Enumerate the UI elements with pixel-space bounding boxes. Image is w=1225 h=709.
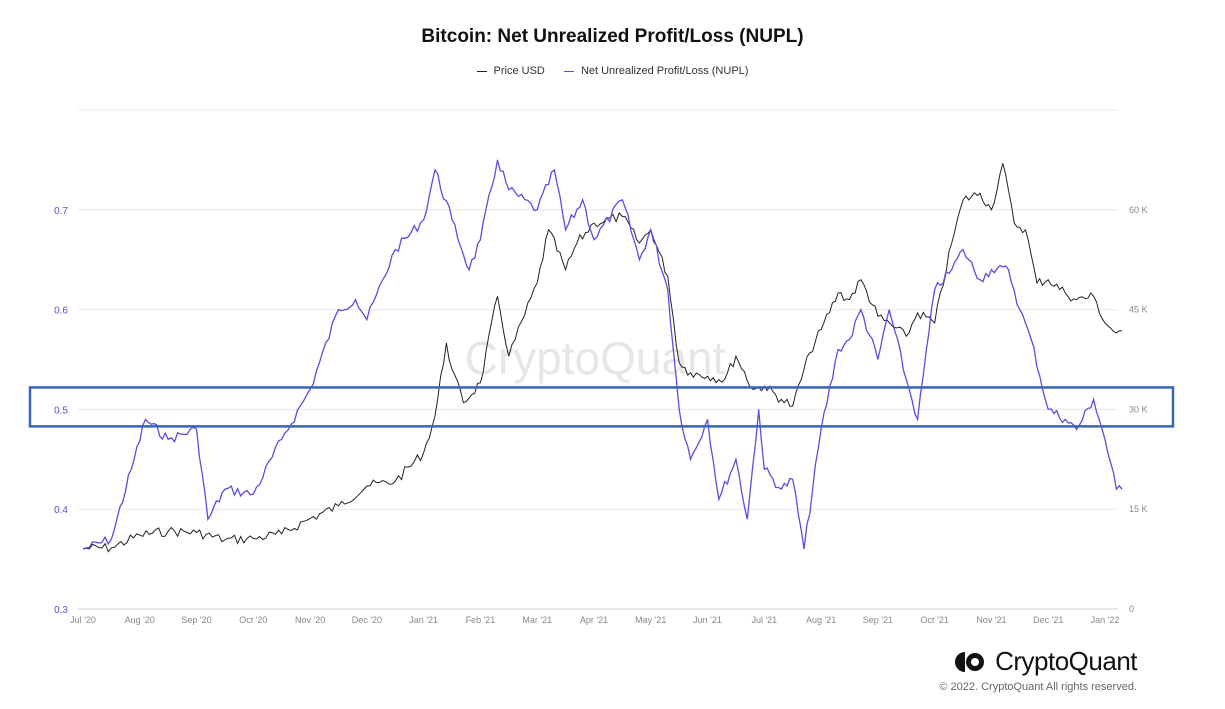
x-tick-label: Apr '21 (580, 615, 608, 625)
x-tick-label: Jul '20 (70, 615, 96, 625)
x-tick-label: Nov '20 (295, 615, 325, 625)
x-tick-label: Dec '20 (352, 615, 382, 625)
x-tick-label: Sep '21 (863, 615, 893, 625)
x-tick-label: Oct '20 (239, 615, 267, 625)
x-tick-label: Aug '20 (125, 615, 155, 625)
x-tick-label: Oct '21 (921, 615, 949, 625)
series-line-nupl (82, 159, 1123, 550)
y-left-tick-label: 0.4 (54, 505, 68, 516)
x-tick-label: Aug '21 (806, 615, 836, 625)
x-tick-label: Jun '21 (693, 615, 722, 625)
x-tick-label: Feb '21 (466, 615, 496, 625)
y-right-tick-label: 15 K (1129, 504, 1148, 514)
y-left-tick-label: 0.6 (54, 306, 68, 317)
x-tick-label: Dec '21 (1033, 615, 1063, 625)
y-right-tick-label: 60 K (1129, 205, 1148, 215)
x-tick-label: Sep '20 (181, 615, 211, 625)
cryptoquant-logo-icon (955, 651, 985, 672)
copyright-text: © 2022. CryptoQuant All rights reserved. (939, 681, 1137, 693)
y-axis-left: 0.3 0.4 0.5 0.6 0.7 (54, 206, 68, 616)
brand-name: CryptoQuant (995, 646, 1137, 676)
x-tick-label: Jul '21 (751, 615, 777, 625)
legend-swatch-price (476, 70, 487, 72)
y-axis-right: 0 15 K 30 K 45 K 60 K (1129, 205, 1148, 614)
watermark: CryptoQuant (465, 332, 726, 384)
x-tick-label: Mar '21 (522, 615, 552, 625)
series-line-price (82, 163, 1123, 553)
y-left-tick-label: 0.7 (54, 206, 68, 217)
chart-title: Bitcoin: Net Unrealized Profit/Loss (NUP… (421, 26, 804, 47)
legend: Price USD Net Unrealized Profit/Loss (NU… (0, 63, 1225, 77)
legend-label-price: Price USD (493, 65, 545, 78)
y-left-tick-label: 0.3 (54, 605, 68, 616)
x-tick-label: May '21 (635, 615, 666, 625)
x-axis: Jul '20 Aug '20 Sep '20 Oct '20 Nov '20 Dec '… (70, 608, 1120, 625)
y-right-tick-label: 0 (1129, 604, 1134, 614)
x-tick-label: Jan '21 (409, 615, 438, 625)
legend-label-nupl: Net Unrealized Profit/Loss (NUPL) (580, 65, 749, 78)
y-right-tick-label: 45 K (1129, 305, 1148, 315)
x-tick-label: Jan '22 (1091, 615, 1120, 625)
legend-swatch-nupl (563, 70, 574, 72)
highlight-band (28, 386, 1175, 428)
legend-item-price[interactable]: Price USD (476, 65, 545, 78)
brand-logo: CryptoQuant (953, 646, 1137, 677)
y-left-tick-label: 0.5 (54, 405, 68, 416)
x-tick-label: Nov '21 (976, 615, 1006, 625)
legend-item-nupl[interactable]: Net Unrealized Profit/Loss (NUPL) (563, 65, 749, 78)
y-right-tick-label: 30 K (1129, 404, 1148, 414)
